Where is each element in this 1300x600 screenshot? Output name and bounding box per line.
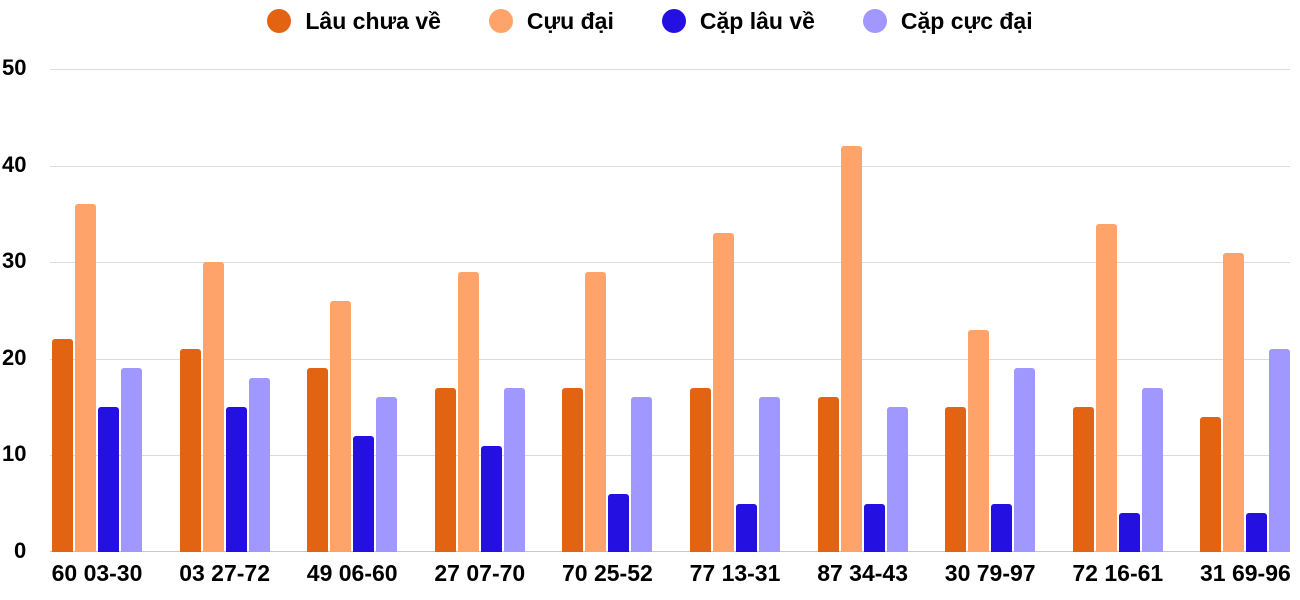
bar[interactable] — [562, 387, 584, 552]
bar[interactable] — [1072, 407, 1094, 552]
bar[interactable] — [52, 339, 73, 552]
bar[interactable] — [1269, 349, 1291, 552]
bar[interactable] — [840, 146, 862, 552]
bar[interactable] — [863, 503, 885, 552]
bar[interactable] — [179, 349, 201, 552]
legend-label: Lâu chưa về — [305, 7, 441, 34]
legend-marker-icon — [267, 9, 292, 33]
bar[interactable] — [736, 503, 757, 552]
bar[interactable] — [945, 407, 967, 552]
bar[interactable] — [457, 271, 479, 552]
legend-marker-icon — [661, 9, 686, 33]
bar[interactable] — [353, 436, 375, 552]
x-tick-label: 72 16-61 — [1072, 560, 1164, 586]
bar[interactable] — [1200, 416, 1222, 552]
legend-marker-icon — [862, 9, 887, 33]
bar[interactable] — [503, 387, 525, 552]
x-tick-label: 87 34-43 — [817, 560, 908, 586]
x-tick-label: 60 03-30 — [51, 560, 143, 586]
y-tick-label: 30 — [2, 248, 27, 274]
bar[interactable] — [690, 387, 711, 552]
x-tick-label: 70 25-52 — [561, 560, 653, 586]
chart-legend: Lâu chưa về Cựu đại Cặp lâu về Cặp cực đại — [0, 4, 1300, 38]
gridline — [50, 262, 1290, 264]
bar[interactable] — [1118, 513, 1140, 552]
y-tick-label: 10 — [2, 441, 27, 467]
x-tick-label: 31 69-96 — [1199, 560, 1291, 586]
x-tick-label: 49 06-60 — [306, 560, 398, 586]
x-axis-baseline — [50, 551, 1290, 552]
bar[interactable] — [817, 397, 839, 552]
bar[interactable] — [1014, 368, 1036, 552]
bar[interactable] — [1141, 387, 1163, 552]
bar[interactable] — [75, 204, 96, 552]
bar[interactable] — [98, 407, 119, 552]
y-tick-label: 50 — [2, 55, 27, 80]
legend-label: Cựu đại — [526, 7, 614, 34]
gridline — [50, 165, 1290, 167]
bar[interactable] — [1223, 252, 1245, 552]
bar[interactable] — [713, 233, 734, 552]
y-tick-label: 20 — [2, 344, 27, 370]
plot-area — [50, 69, 1291, 552]
bar[interactable] — [1095, 223, 1117, 552]
x-tick-label: 03 27-72 — [179, 560, 270, 586]
bar[interactable] — [330, 300, 352, 552]
bar[interactable] — [434, 387, 456, 552]
bar[interactable] — [248, 378, 270, 552]
gridline — [50, 358, 1290, 360]
y-tick-label: 40 — [2, 151, 27, 177]
x-tick-label: 77 13-31 — [689, 560, 781, 586]
bar[interactable] — [886, 407, 908, 552]
legend-item[interactable]: Cặp lâu về — [661, 4, 815, 38]
gridline — [50, 455, 1290, 457]
bar[interactable] — [480, 445, 502, 552]
bar[interactable] — [631, 397, 653, 552]
bar[interactable] — [585, 271, 607, 552]
bar[interactable] — [759, 397, 780, 552]
bar[interactable] — [202, 262, 224, 552]
bar[interactable] — [307, 368, 329, 552]
legend-label: Cặp cực đại — [900, 7, 1033, 34]
legend-marker-icon — [488, 9, 513, 33]
bar[interactable] — [608, 494, 630, 552]
bar[interactable] — [968, 329, 990, 552]
x-tick-label: 27 07-70 — [434, 560, 526, 586]
y-tick-label: 0 — [14, 538, 27, 563]
legend-item[interactable]: Lâu chưa về — [267, 4, 441, 38]
bar[interactable] — [121, 368, 142, 552]
bar[interactable] — [991, 503, 1013, 552]
legend-label: Cặp lâu về — [699, 7, 815, 34]
bar[interactable] — [376, 397, 398, 552]
bar[interactable] — [225, 407, 247, 552]
x-tick-label: 30 79-97 — [944, 560, 1036, 586]
legend-item[interactable]: Cặp cực đại — [862, 4, 1033, 38]
gridline — [50, 69, 1290, 70]
bar[interactable] — [1246, 513, 1268, 552]
legend-item[interactable]: Cựu đại — [488, 4, 614, 38]
